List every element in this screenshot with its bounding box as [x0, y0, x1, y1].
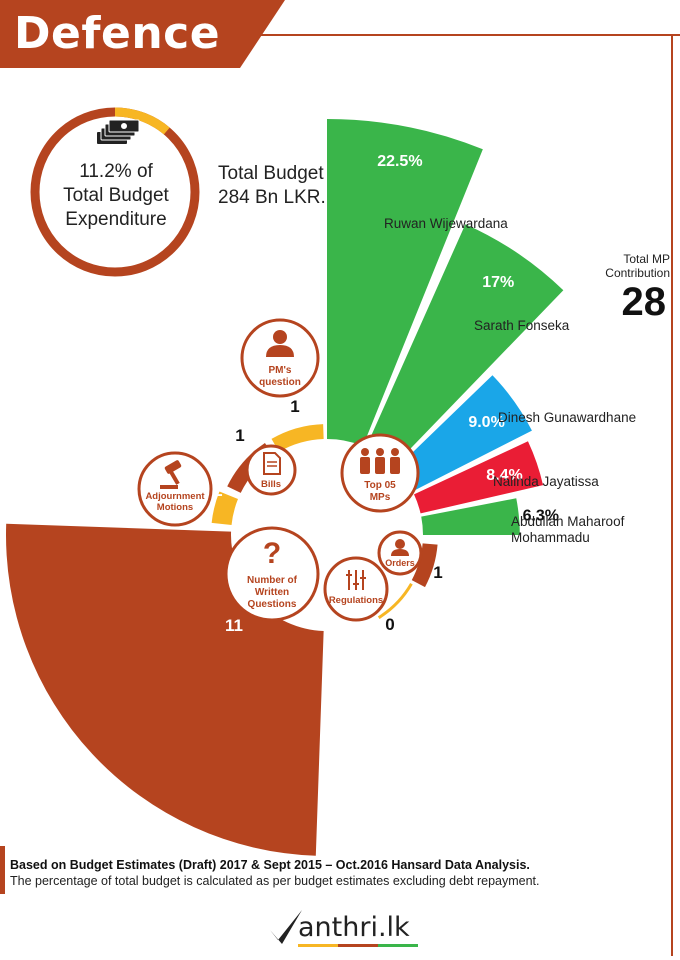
checkmark-logo-icon [270, 910, 302, 944]
orders-icon-circle: Orders [377, 530, 423, 576]
bills-icon-circle: Bills [245, 444, 297, 496]
mp-total-value: 28 [621, 280, 667, 324]
page-header: Defence [0, 0, 680, 70]
pm-question-label-line1: PM's [269, 365, 292, 376]
budget-ring-share [114, 107, 170, 135]
budget-share-line1: 11.2% of [79, 161, 153, 182]
top-mps-label-line2: MPs [370, 492, 391, 503]
budget-share-line2: Total Budget [63, 185, 169, 206]
mp-name-dinesh: Dinesh Gunawardhane [498, 410, 637, 425]
logo-text: anthri.lk [298, 912, 410, 943]
allocation-value: 284 Bn LKR. [218, 187, 326, 208]
header-banner [0, 0, 680, 68]
document-icon [263, 452, 281, 475]
mp-name-abdullah: Abdullah Maharoof Mohammadu [511, 514, 625, 545]
mp-bar-2 [366, 224, 564, 466]
budget-share-line3: Expenditure [65, 209, 167, 230]
mp-total-label-line1: Total MP [623, 252, 670, 266]
contribution-bar-4 [211, 491, 238, 525]
contribution-label-1: 1 [433, 563, 442, 582]
regulations-icon-circle: Regulations [323, 556, 389, 622]
mp-bar-label-4: 8.4% [486, 467, 522, 484]
mp-bar-label-3: 9.0% [468, 414, 504, 431]
logo-underline [298, 944, 418, 947]
officer-icon [391, 539, 409, 556]
mp-bar-3 [396, 375, 532, 492]
sliders-icon [346, 570, 366, 590]
pm-question-label-line2: question [259, 377, 301, 388]
contribution-bar-6 [271, 424, 324, 452]
written-label-line2: Written [255, 587, 289, 598]
contribution-label-5: 1 [235, 426, 244, 445]
mp-name-sarath: Sarath Fonseka [474, 318, 570, 333]
mp-bar-5 [421, 498, 520, 535]
written-label-line1: Number of [247, 575, 298, 586]
contribution-bar-1 [411, 543, 438, 588]
mp-name-nalinda: Nalinda Jayatissa [493, 474, 599, 489]
mp-bar-4 [414, 441, 544, 514]
mp-bar-label-5: 6.3% [523, 507, 559, 524]
top-mps-bars: 22.5% 17% 9.0% 8.4% 6.3% [327, 119, 564, 535]
budget-share-text: 11.2% of Total Budget Expenditure [42, 160, 190, 232]
mp-total-label-line2: Contribution [605, 266, 670, 280]
gavel-icon [160, 460, 182, 489]
written-label-line3: Questions [248, 599, 297, 610]
person-icon [266, 330, 294, 357]
right-border [671, 36, 673, 956]
mp-bar-1 [327, 119, 483, 446]
footer-accent-bar [0, 846, 5, 894]
orders-label: Orders [385, 558, 415, 568]
footer-note: The percentage of total budget is calcul… [10, 874, 540, 888]
regulations-label: Regulations [329, 595, 383, 606]
contribution-label-4: 2 [213, 481, 222, 500]
mp-total-label: Total MP Contribution [580, 252, 670, 280]
question-mark-icon: ? [263, 537, 281, 570]
adjournment-label-line2: Motions [157, 502, 193, 513]
page-title: Defence [14, 8, 221, 59]
mp-bar-label-1: 22.5% [377, 153, 422, 170]
mp-name-ruwan: Ruwan Wijewardana [384, 216, 508, 231]
adjournment-icon-circle: Adjournment Motions [137, 451, 213, 527]
manthri-logo: anthri.lk [268, 908, 418, 948]
top-mps-icon-circle: Top 05 MPs [340, 433, 420, 513]
written-questions-icon-circle: ? Number of Written Questions [224, 526, 320, 622]
contribution-label-2: 0 [385, 615, 394, 634]
contribution-label-3: 11 [225, 616, 243, 635]
money-stack-icon [97, 119, 140, 144]
mp-bar-label-2: 17% [482, 274, 514, 291]
top-mps-label-line1: Top 05 [364, 480, 396, 491]
contribution-bar-2 [377, 583, 413, 619]
pm-question-icon-circle: PM's question [240, 318, 320, 398]
bills-label: Bills [261, 479, 281, 490]
adjournment-label-line1: Adjournment [145, 491, 205, 502]
people-icon [360, 448, 400, 474]
contribution-label-6: 1 [290, 397, 299, 416]
footer-source: Based on Budget Estimates (Draft) 2017 &… [10, 858, 530, 872]
